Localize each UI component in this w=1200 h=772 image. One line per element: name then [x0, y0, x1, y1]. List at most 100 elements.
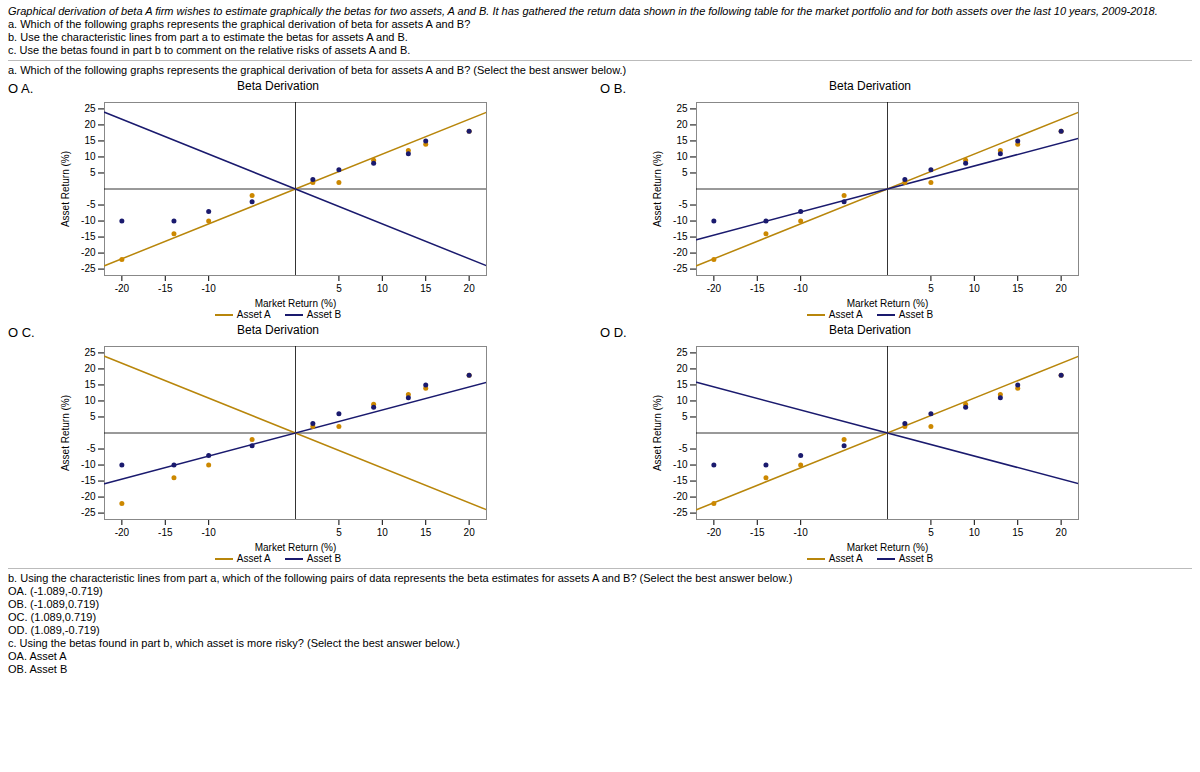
svg-text:-15: -15 [750, 527, 765, 538]
svg-text:15: 15 [84, 135, 96, 146]
html-text:OB. Asset B: OB. Asset B [8, 663, 68, 675]
svg-text:-10: -10 [793, 527, 808, 538]
svg-text:-10: -10 [673, 215, 688, 226]
svg-text:5: 5 [682, 411, 688, 422]
svg-text:5: 5 [90, 411, 96, 422]
html-text:O A.: O A. [8, 81, 34, 96]
html-text:Asset B: Asset B [306, 309, 342, 320]
svg-text:-20: -20 [81, 491, 96, 502]
svg-text:-15: -15 [673, 475, 688, 486]
svg-text:10: 10 [377, 527, 389, 538]
svg-text:-20: -20 [115, 283, 130, 294]
html-text:OD. (1.089,-0.719): OD. (1.089,-0.719) [8, 624, 100, 636]
svg-text:5: 5 [928, 527, 934, 538]
svg-text:-10: -10 [201, 527, 216, 538]
html-text:OB. (-1.089,0.719): OB. (-1.089,0.719) [8, 598, 100, 610]
svg-text:-15: -15 [81, 231, 96, 242]
svg-text:-5: -5 [679, 443, 688, 454]
html-text:Graphical derivation of beta A: Graphical derivation of beta A firm wish… [8, 5, 1158, 17]
svg-text:10: 10 [676, 395, 688, 406]
html-text:c. Using the betas found in pa: c. Using the betas found in part b, whic… [8, 637, 460, 649]
svg-text:5: 5 [336, 527, 342, 538]
svg-text:-20: -20 [707, 527, 722, 538]
svg-text:-10: -10 [673, 459, 688, 470]
svg-text:-10: -10 [793, 283, 808, 294]
svg-text:20: 20 [676, 363, 688, 374]
html-text:Beta Derivation: Beta Derivation [829, 323, 911, 337]
svg-text:10: 10 [676, 151, 688, 162]
svg-text:15: 15 [676, 135, 688, 146]
svg-text:15: 15 [1012, 283, 1024, 294]
svg-text:10: 10 [969, 283, 981, 294]
svg-text:20: 20 [464, 283, 476, 294]
html-text:Beta Derivation: Beta Derivation [237, 323, 319, 337]
svg-text:-10: -10 [81, 459, 96, 470]
svg-text:20: 20 [464, 527, 476, 538]
svg-text:Asset Return (%): Asset Return (%) [652, 395, 663, 471]
svg-text:Market Return (%): Market Return (%) [255, 542, 337, 553]
html-text:b. Use the characteristic line: b. Use the characteristic lines from par… [8, 31, 408, 43]
html-text:Beta Derivation: Beta Derivation [237, 79, 319, 93]
svg-text:-25: -25 [81, 263, 96, 274]
html-text:a. Which of the following grap: a. Which of the following graphs represe… [8, 64, 627, 76]
svg-text:-15: -15 [81, 475, 96, 486]
svg-text:Asset Return (%): Asset Return (%) [60, 395, 71, 471]
html-text:a. Which of the following grap: a. Which of the following graphs represe… [8, 18, 471, 30]
html-text:Beta Derivation: Beta Derivation [829, 79, 911, 93]
svg-text:-25: -25 [81, 507, 96, 518]
svg-text:15: 15 [676, 379, 688, 390]
svg-text:20: 20 [84, 119, 96, 130]
svg-text:10: 10 [969, 527, 981, 538]
svg-text:20: 20 [84, 363, 96, 374]
svg-text:15: 15 [84, 379, 96, 390]
html-text:c. Use the betas found in part: c. Use the betas found in part b to comm… [8, 44, 411, 56]
svg-text:10: 10 [377, 283, 389, 294]
html-text:O C.: O C. [8, 325, 35, 340]
svg-text:-25: -25 [673, 507, 688, 518]
svg-text:20: 20 [676, 119, 688, 130]
html-text:OA. Asset A: OA. Asset A [8, 650, 67, 662]
svg-text:-20: -20 [115, 527, 130, 538]
svg-text:-10: -10 [81, 215, 96, 226]
svg-text:25: 25 [676, 103, 688, 114]
svg-text:Asset Return (%): Asset Return (%) [60, 151, 71, 227]
svg-text:-20: -20 [673, 491, 688, 502]
svg-text:15: 15 [420, 527, 432, 538]
svg-text:Market Return (%): Market Return (%) [847, 298, 929, 309]
svg-text:-20: -20 [81, 247, 96, 258]
svg-text:25: 25 [84, 103, 96, 114]
svg-text:5: 5 [336, 283, 342, 294]
html-text:O B.: O B. [600, 81, 626, 96]
svg-text:Market Return (%): Market Return (%) [255, 298, 337, 309]
svg-text:10: 10 [84, 151, 96, 162]
svg-text:20: 20 [1056, 283, 1068, 294]
svg-text:-20: -20 [707, 283, 722, 294]
svg-text:-15: -15 [158, 283, 173, 294]
svg-text:15: 15 [420, 283, 432, 294]
svg-text:25: 25 [84, 347, 96, 358]
svg-text:-15: -15 [673, 231, 688, 242]
html-text:OA. (-1.089,-0.719): OA. (-1.089,-0.719) [8, 585, 103, 597]
svg-text:20: 20 [1056, 527, 1068, 538]
svg-text:-20: -20 [673, 247, 688, 258]
svg-text:Market Return (%): Market Return (%) [847, 542, 929, 553]
svg-text:-10: -10 [201, 283, 216, 294]
svg-text:-15: -15 [750, 283, 765, 294]
svg-text:-5: -5 [679, 199, 688, 210]
svg-text:15: 15 [1012, 527, 1024, 538]
html-text:O D.: O D. [600, 325, 627, 340]
svg-text:10: 10 [84, 395, 96, 406]
svg-text:-25: -25 [673, 263, 688, 274]
svg-text:-15: -15 [158, 527, 173, 538]
html-text:b. Using the characteristic li: b. Using the characteristic lines from p… [8, 572, 793, 584]
svg-text:-5: -5 [87, 443, 96, 454]
html-text:Asset A: Asset A [236, 309, 271, 320]
svg-text:5: 5 [682, 167, 688, 178]
svg-text:5: 5 [90, 167, 96, 178]
svg-text:-5: -5 [87, 199, 96, 210]
html-text:Asset A: Asset A [828, 309, 863, 320]
svg-text:25: 25 [676, 347, 688, 358]
svg-text:Asset Return (%): Asset Return (%) [652, 151, 663, 227]
html-text:OC. (1.089,0.719): OC. (1.089,0.719) [8, 611, 97, 623]
svg-text:5: 5 [928, 283, 934, 294]
